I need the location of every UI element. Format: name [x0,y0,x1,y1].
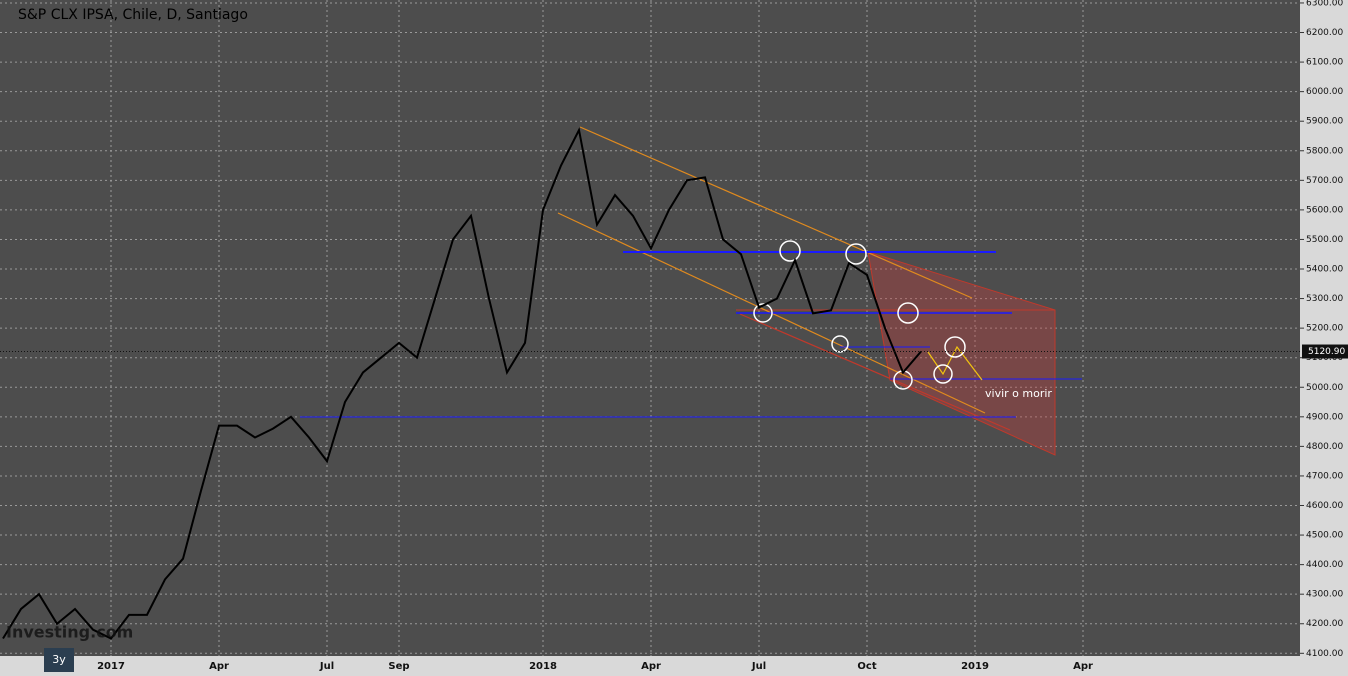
last-price-label: 5120.90 [1308,347,1345,357]
x-tick-label: Sep [388,661,409,672]
x-tick-label: Oct [857,661,876,672]
x-tick-label: 2017 [97,661,125,672]
x-tick-label: Jul [751,661,766,672]
y-tick-label: 6300.00 [1306,0,1343,8]
y-tick-label: 4600.00 [1306,501,1343,511]
y-tick-label: 4500.00 [1306,531,1343,541]
y-tick-label: 5900.00 [1306,117,1343,127]
axes: 4100.00 4200.00 4300.00 4400.00 4500.00 4600.… [97,0,1348,672]
price-line [2,127,922,640]
y-tick-label: 5400.00 [1306,265,1343,275]
x-axis-panel [0,656,1300,676]
chart-title: S&P CLX IPSA, Chile, D, Santiago [18,7,248,23]
marker-circle [933,364,953,384]
x-tick-label: Apr [641,661,661,672]
y-tick-label: 4400.00 [1306,560,1343,570]
y-tick-label: 6100.00 [1306,58,1343,68]
range-button-label[interactable]: 3y [52,653,66,666]
y-tick-label: 5200.00 [1306,324,1343,334]
y-tick-label: 6200.00 [1306,28,1343,38]
y-tick-label: 6000.00 [1306,87,1343,97]
y-tick-label: 4100.00 [1306,649,1343,659]
last-price-box [1302,344,1348,359]
y-axis-panel [1300,0,1348,676]
trend-line [739,313,1011,431]
annotation: vivir o morir [985,387,1052,400]
y-tick-label: 4700.00 [1306,471,1343,481]
y-tick-label: 5300.00 [1306,294,1343,304]
projection [927,345,983,381]
marker-circle [897,302,919,324]
x-tick-label: 2019 [961,661,989,672]
drawings [300,126,1082,456]
marker-circle [753,303,773,323]
series [0,127,1300,640]
circles [753,240,966,390]
y-tick-label: 4900.00 [1306,412,1343,422]
x-tick-label: Apr [1073,661,1093,672]
grid [0,0,1300,656]
y-tick-label: 5000.00 [1306,383,1343,393]
y-tick-label: 5700.00 [1306,176,1343,186]
marker-circle [944,336,966,358]
x-tick-label: 2018 [529,661,557,672]
y-tick-label: 4200.00 [1306,619,1343,629]
y-tick-label: 5600.00 [1306,205,1343,215]
marker-circle [779,240,801,262]
y-tick-label: 4800.00 [1306,442,1343,452]
x-tick-label: Jul [319,661,334,672]
y-tick-label: 4300.00 [1306,590,1343,600]
marker-circle [845,243,867,265]
channel-line [579,126,973,299]
range-button[interactable] [44,648,74,672]
y-tick-label: 5800.00 [1306,146,1343,156]
y-tick-label: 5500.00 [1306,235,1343,245]
x-tick-label: Apr [209,661,229,672]
watermark: Investing.com [6,623,133,642]
